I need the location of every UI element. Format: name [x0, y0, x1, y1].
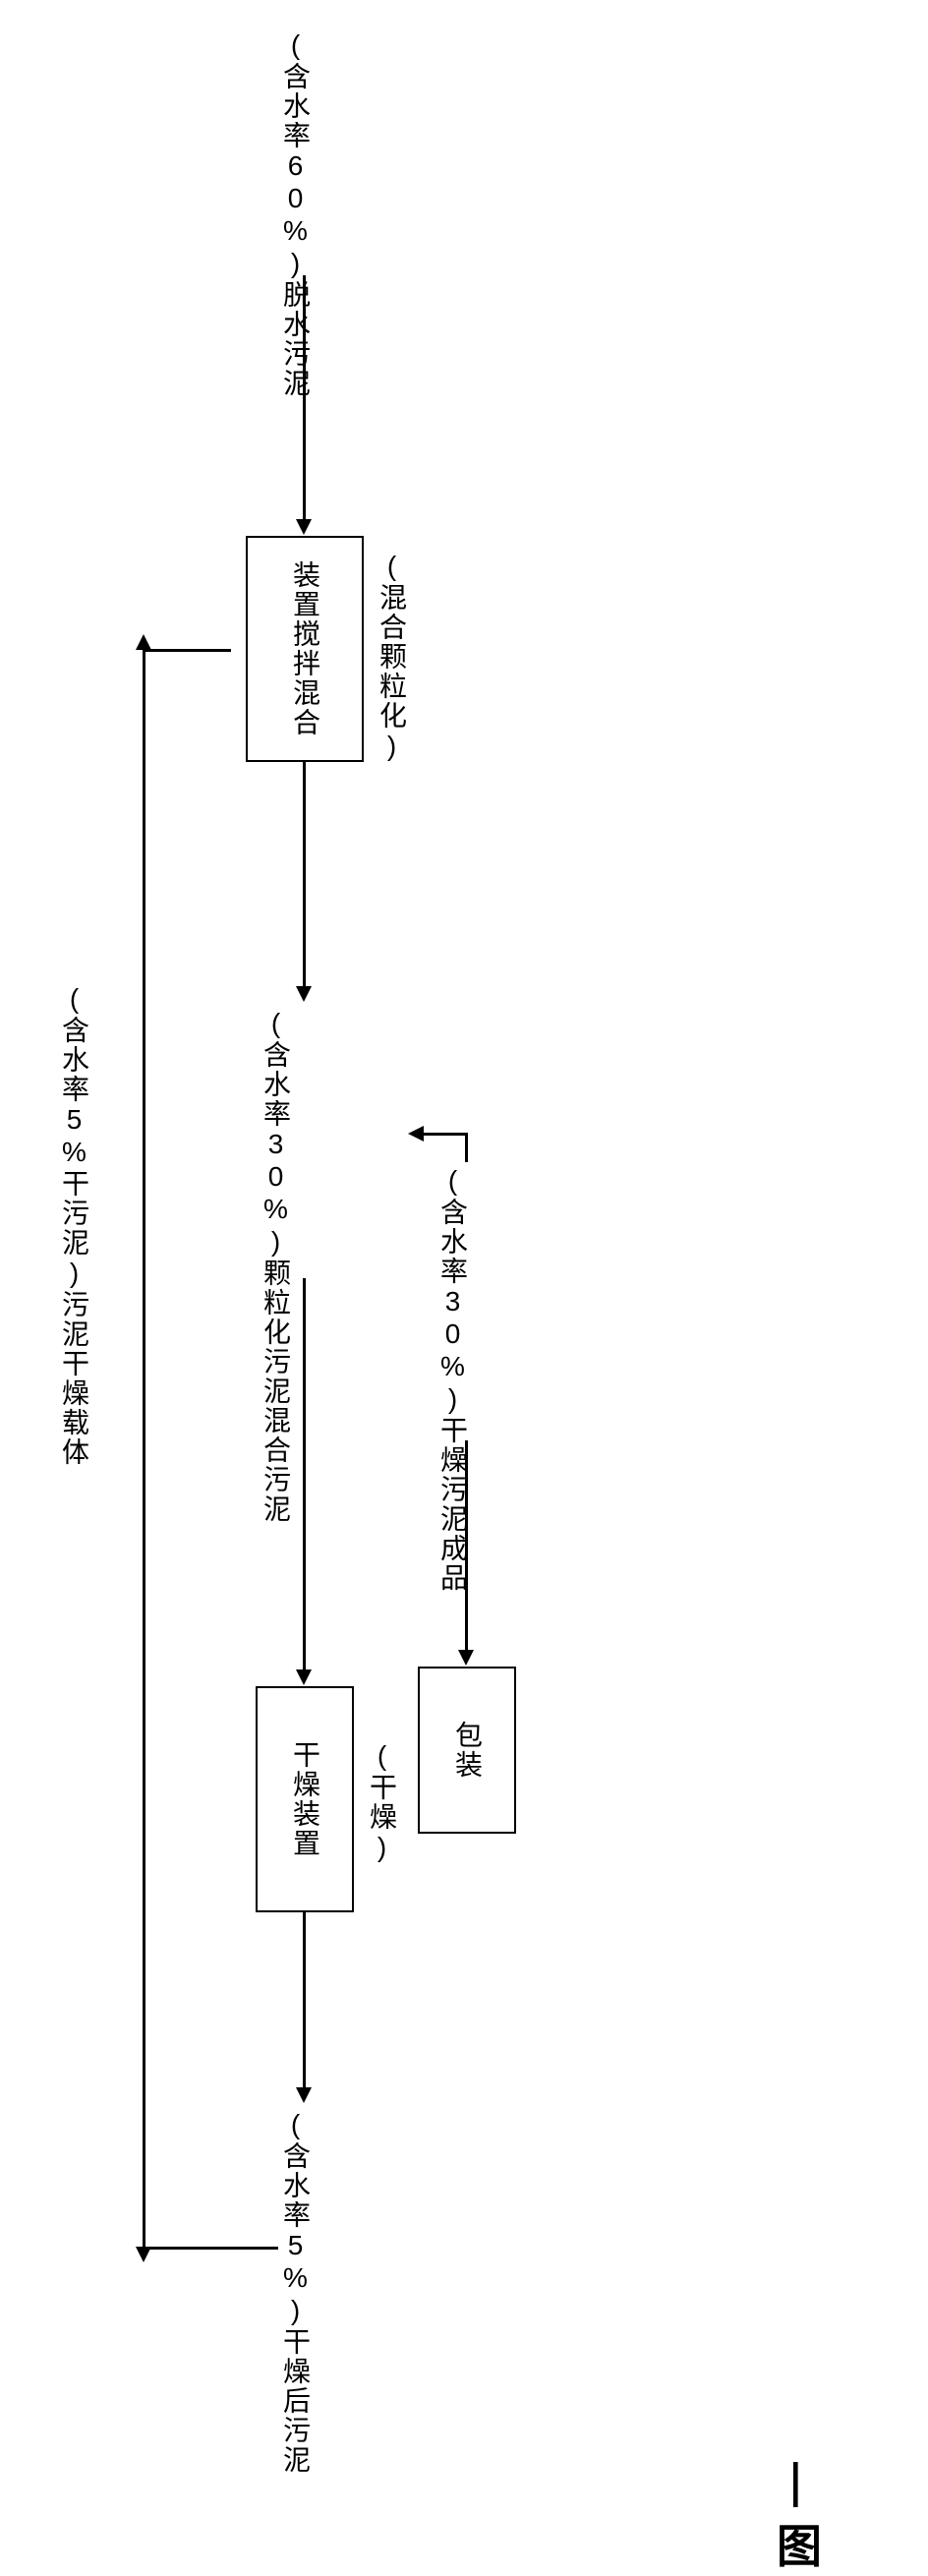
input-label: (含水率60%) 脱水污泥	[275, 29, 315, 398]
dried-line2: (含水率5%)	[275, 2109, 315, 2327]
arrow-mixed-dryer-head	[296, 1669, 312, 1685]
arrow-input-mixer	[303, 275, 306, 521]
carrier-label: (含水率5%干污泥) 污泥干燥载体	[54, 983, 93, 1467]
input-line1: 脱水污泥	[275, 280, 315, 398]
dryer-caption: (干燥)	[362, 1740, 401, 1864]
feedback-head-up	[136, 634, 151, 650]
feedback-head-down	[136, 2247, 151, 2262]
mixed-line3: (含水率30%)	[256, 1008, 295, 1259]
arrow-dryer-dried	[303, 1912, 306, 2089]
mixed-label: (含水率30%) 颗粒化污泥 混合污泥	[256, 1008, 295, 1524]
arrow-mixer-mixed	[303, 762, 306, 988]
arrow-mixed-product-head	[408, 1126, 424, 1142]
carrier-line2: (含水率5%干污泥)	[54, 983, 93, 1290]
mixer-caption: (混合颗粒化)	[372, 551, 411, 763]
mixer-box: 装置 搅拌混合	[246, 536, 364, 762]
mixer-line2: 装置	[285, 560, 324, 619]
arrow-mixed-dryer	[303, 1278, 306, 1671]
dried-label: (含水率5%) 干燥后污泥	[275, 2109, 315, 2475]
figure-label: — 图	[777, 2458, 822, 2576]
arrow-dryer-dried-head	[296, 2087, 312, 2103]
fig-char1: 图	[777, 2511, 822, 2576]
mixed-line2: 颗粒化污泥	[256, 1259, 295, 1406]
arrow-input-mixer-head	[296, 519, 312, 535]
product-line2: (含水率30%)	[433, 1165, 472, 1416]
mixed-line1: 混合污泥	[256, 1406, 295, 1524]
pack-line1: 包装	[452, 1721, 483, 1780]
pack-box: 包装	[418, 1667, 516, 1834]
dryer-line1: 干燥装置	[290, 1740, 320, 1858]
feedback-v	[143, 649, 145, 2250]
mixer-line1: 搅拌混合	[285, 619, 324, 737]
feedback-h-top	[143, 649, 231, 652]
arrow-mixed-product-v	[465, 1133, 468, 1162]
fig-char2: —	[773, 2462, 826, 2507]
arrow-product-pack	[465, 1440, 468, 1652]
input-line2: (含水率60%)	[275, 29, 315, 280]
dryer-box: 干燥装置	[256, 1686, 354, 1912]
arrow-mixer-mixed-head	[296, 986, 312, 1002]
feedback-h-bottom	[143, 2247, 278, 2250]
dried-line1: 干燥后污泥	[275, 2327, 315, 2475]
carrier-line1: 污泥干燥载体	[54, 1290, 93, 1467]
arrow-product-pack-head	[458, 1650, 474, 1666]
arrow-mixed-product-h	[424, 1133, 468, 1136]
